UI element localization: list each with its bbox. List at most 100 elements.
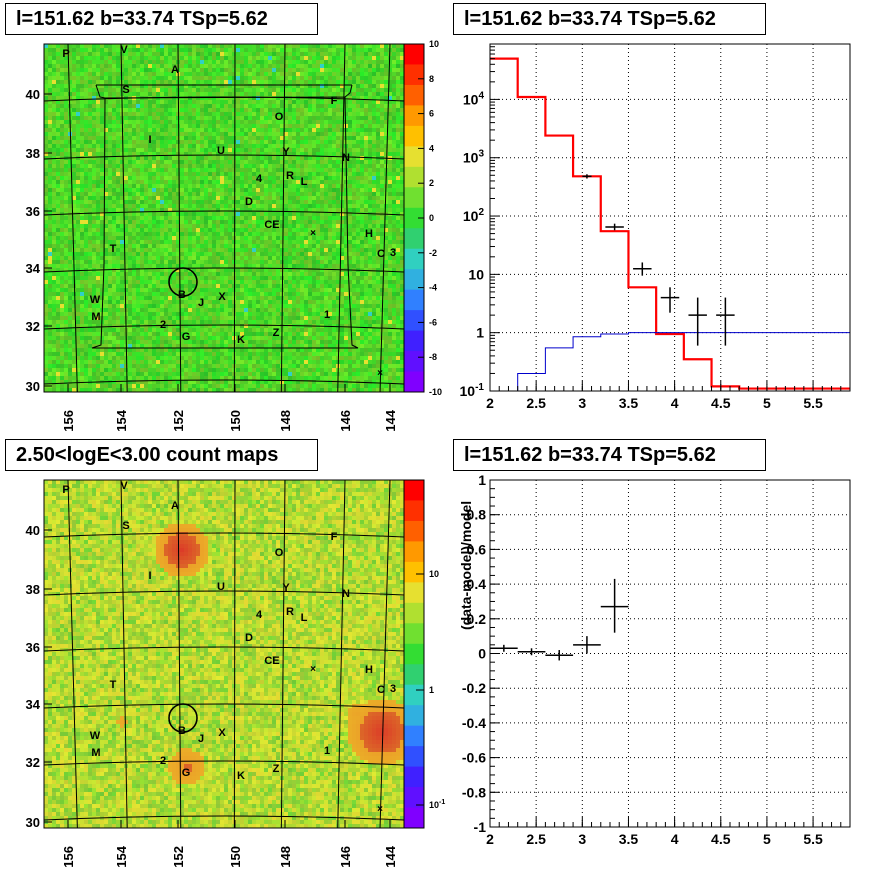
source-label-p: P	[62, 48, 69, 60]
residual-point	[490, 644, 518, 652]
source-label-o: O	[275, 111, 284, 123]
source-label-w: W	[90, 730, 101, 742]
colorbar-segment	[404, 330, 424, 352]
colorbar-segment	[404, 64, 424, 86]
y-tick-label-1: 1	[478, 472, 486, 488]
y-tick-label-32: 32	[26, 319, 40, 334]
source-label-m: M	[91, 747, 100, 759]
colorbar-segment	[404, 187, 424, 209]
source-label-2: 2	[160, 755, 166, 767]
source-label-v: V	[120, 480, 128, 492]
top-right-title: l=151.62 b=33.74 TSp=5.62	[453, 3, 766, 35]
x-tick-label-3.5: 3.5	[619, 831, 639, 847]
y-tick-label-0.8: 0.8	[467, 507, 487, 523]
x-tick-label-156: 156	[61, 846, 76, 868]
meridian-line	[120, 43, 128, 393]
x-tick-label-5.5: 5.5	[803, 395, 823, 411]
colorbar-segment	[404, 725, 424, 747]
colorbar-segment	[404, 582, 424, 604]
parallel-line	[43, 154, 405, 160]
colorbar-segment	[404, 541, 424, 563]
x-tick-label-5: 5	[763, 395, 771, 411]
source-label-p: P	[62, 484, 69, 496]
y-tick-label: 103	[463, 149, 485, 166]
source-label-x: X	[218, 727, 226, 739]
source-label-o: O	[275, 547, 284, 559]
y-tick-label-0.4: 0.4	[467, 576, 487, 592]
source-label-a: A	[171, 64, 179, 76]
source-label-1: 1	[324, 309, 330, 321]
y-tick-label: 102	[463, 207, 485, 224]
bottom-right-title: l=151.62 b=33.74 TSp=5.62	[453, 439, 766, 471]
x-tick-label-4.5: 4.5	[711, 831, 731, 847]
source-label-b: B	[178, 725, 186, 737]
counts-spectrum-plot: 2 2.5 3 3.5 4 4.5 5 5.5 10-1 1 10 102 103 104	[460, 43, 851, 411]
parallel-line	[43, 703, 405, 709]
colorbar-label--6: -6	[429, 317, 437, 327]
source-label-v: V	[120, 44, 128, 56]
colorbar-label-6: 6	[429, 109, 434, 119]
x-tick-label-146: 146	[338, 846, 353, 868]
colorbar-label-8: 8	[429, 74, 434, 84]
colorbar-label: 1	[429, 685, 434, 695]
x-tick-label-144: 144	[383, 845, 398, 867]
x-tick-label-154: 154	[114, 409, 129, 431]
y-tick-label-32: 32	[26, 755, 40, 770]
colorbar-segment	[404, 351, 424, 373]
colorbar-label-0: 0	[429, 213, 434, 223]
x-tick-label-4: 4	[671, 395, 679, 411]
parallel-line	[43, 267, 405, 273]
colorbar-segment	[404, 207, 424, 229]
colorbar-segment	[404, 480, 424, 501]
count-map: P V A S F O I U Y N 4 R L D CE HC 3 T W BJ X M 2 G K Z 1 × × 156 154 1…	[26, 479, 445, 868]
x-tick-label-3: 3	[578, 395, 586, 411]
y-tick-label: 10-1	[460, 382, 485, 399]
colorbar-frame	[403, 479, 425, 829]
source-label-b: B	[178, 289, 186, 301]
source-label-3: 3	[390, 247, 396, 259]
data-point	[633, 262, 652, 276]
source-label-j: J	[198, 733, 204, 745]
source-label-j: J	[198, 297, 204, 309]
residual-point	[545, 650, 574, 661]
source-label-m: M	[91, 311, 100, 323]
meridian-line	[280, 479, 286, 829]
meridian-line	[379, 479, 391, 829]
y-tick-label-36: 36	[26, 640, 40, 655]
parallel-line	[43, 815, 405, 821]
residual-point	[517, 648, 546, 656]
colorbar-label-2: 2	[429, 178, 434, 188]
source-label-t: T	[110, 243, 117, 255]
colorbar-segment	[404, 766, 424, 788]
colorbar-segment	[404, 371, 424, 393]
colorbar-segment	[404, 643, 424, 665]
source-label-d: D	[245, 196, 253, 208]
roi-boundary	[91, 84, 359, 349]
y-tick-label: 1	[476, 325, 484, 341]
x-tick-label-3.5: 3.5	[619, 395, 639, 411]
source-label-h: H	[365, 664, 373, 676]
colorbar-segment	[404, 500, 424, 522]
source-label-z: Z	[273, 763, 280, 775]
source-label-u: U	[217, 581, 225, 593]
x-tick-label-3: 3	[578, 831, 586, 847]
colorbar-segment	[404, 166, 424, 188]
source-label-t: T	[110, 679, 117, 691]
y-tick-label--0.2: -0.2	[462, 680, 486, 696]
residual-map: P V A S F O I U Y N 4 R L D CE HC 3 T W BJ X M 2 G K Z 1 × × 156 154 1…	[26, 39, 442, 432]
meridian-line	[233, 43, 236, 393]
x-tick-label-150: 150	[228, 410, 243, 432]
meridian-line	[120, 479, 128, 829]
colorbar-segment	[404, 705, 424, 727]
parallel-line	[43, 532, 405, 538]
x-tick-label-154: 154	[114, 845, 129, 867]
colorbar-segment	[404, 602, 424, 624]
source-label-x: X	[218, 291, 226, 303]
colorbar-segment	[404, 105, 424, 127]
source-label-a: A	[171, 500, 179, 512]
source-label-l: L	[301, 612, 308, 624]
data-point	[688, 297, 707, 346]
meridian-line	[67, 43, 78, 393]
y-tick-label-38: 38	[26, 146, 40, 161]
source-label-s: S	[122, 84, 129, 96]
